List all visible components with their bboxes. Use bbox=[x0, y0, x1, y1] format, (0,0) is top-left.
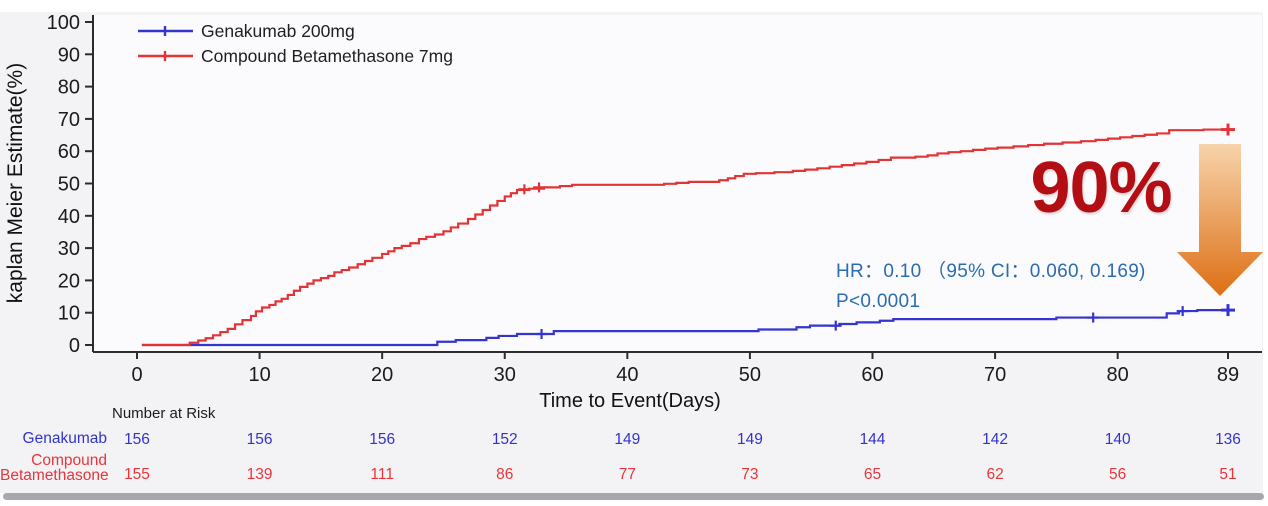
km-curve-betamethasone bbox=[141, 128, 1228, 347]
y-tick-label: 70 bbox=[58, 109, 80, 131]
risk-row-label: Compound Betamethasone bbox=[0, 452, 109, 484]
y-tick-label: 90 bbox=[58, 44, 80, 66]
y-tick-label: 0 bbox=[69, 335, 80, 357]
x-tick-label: 70 bbox=[984, 364, 1006, 386]
x-tick-label: 20 bbox=[371, 364, 393, 386]
risk-row-label: Genakumab bbox=[0, 430, 107, 447]
y-axis-title: kaplan Meier Estimate(%) bbox=[4, 63, 27, 303]
y-tick-label: 40 bbox=[58, 206, 80, 228]
risk-count: 156 bbox=[246, 431, 273, 448]
risk-count: 62 bbox=[986, 466, 1004, 483]
x-tick-label: 10 bbox=[248, 364, 270, 386]
y-tick-label: 60 bbox=[58, 141, 80, 163]
y-tick-label: 10 bbox=[58, 303, 80, 325]
risk-count: 156 bbox=[124, 431, 150, 448]
x-axis-title: Time to Event(Days) bbox=[539, 390, 721, 412]
risk-count: 149 bbox=[614, 431, 641, 448]
number-at-risk-title: Number at Risk bbox=[112, 405, 216, 422]
reduction-percent-callout: 90% bbox=[1030, 148, 1172, 228]
risk-count: 77 bbox=[618, 466, 636, 483]
risk-row-label-line: Betamethasone bbox=[0, 467, 109, 484]
risk-count: 149 bbox=[736, 431, 763, 448]
risk-count: 86 bbox=[496, 466, 514, 483]
x-tick-label: 60 bbox=[861, 364, 883, 386]
risk-count: 73 bbox=[741, 466, 759, 483]
risk-count: 56 bbox=[1109, 466, 1127, 483]
legend-label: Genakumab 200mg bbox=[201, 21, 355, 41]
y-tick-label: 50 bbox=[58, 174, 80, 196]
risk-count: 65 bbox=[863, 466, 882, 483]
down-arrow-icon bbox=[1177, 144, 1263, 296]
km-curve-genakumab bbox=[141, 309, 1228, 347]
risk-count: 111 bbox=[370, 466, 394, 483]
risk-count: 155 bbox=[124, 466, 150, 483]
x-tick-label: 50 bbox=[739, 364, 761, 386]
x-tick-label: 80 bbox=[1107, 364, 1129, 386]
risk-count: 139 bbox=[246, 466, 273, 483]
risk-row-label-line: Genakumab bbox=[22, 430, 107, 447]
risk-count: 136 bbox=[1215, 431, 1241, 448]
x-tick-label: 0 bbox=[131, 364, 142, 386]
risk-count: 142 bbox=[982, 431, 1009, 448]
hazard-ratio-annotation: HR：0.10 （95% CI：0.060, 0.169) bbox=[836, 261, 1146, 282]
x-tick-label: 89 bbox=[1217, 364, 1239, 386]
x-tick-label: 40 bbox=[616, 364, 638, 386]
x-tick-label: 30 bbox=[494, 364, 516, 386]
y-tick-label: 80 bbox=[58, 77, 80, 99]
risk-count: 156 bbox=[369, 431, 396, 448]
slide-bottom-bar bbox=[3, 493, 1264, 500]
risk-count: 144 bbox=[859, 431, 886, 448]
risk-row-label-line: Compound bbox=[31, 452, 107, 469]
risk-count: 152 bbox=[491, 431, 518, 448]
y-tick-label: 30 bbox=[58, 238, 80, 260]
y-tick-label: 100 bbox=[47, 12, 80, 34]
p-value-annotation: P<0.0001 bbox=[836, 291, 921, 312]
risk-count: 140 bbox=[1104, 431, 1131, 448]
risk-count: 51 bbox=[1219, 466, 1237, 483]
y-tick-label: 20 bbox=[58, 270, 80, 292]
legend-label: Compound Betamethasone 7mg bbox=[201, 46, 453, 66]
